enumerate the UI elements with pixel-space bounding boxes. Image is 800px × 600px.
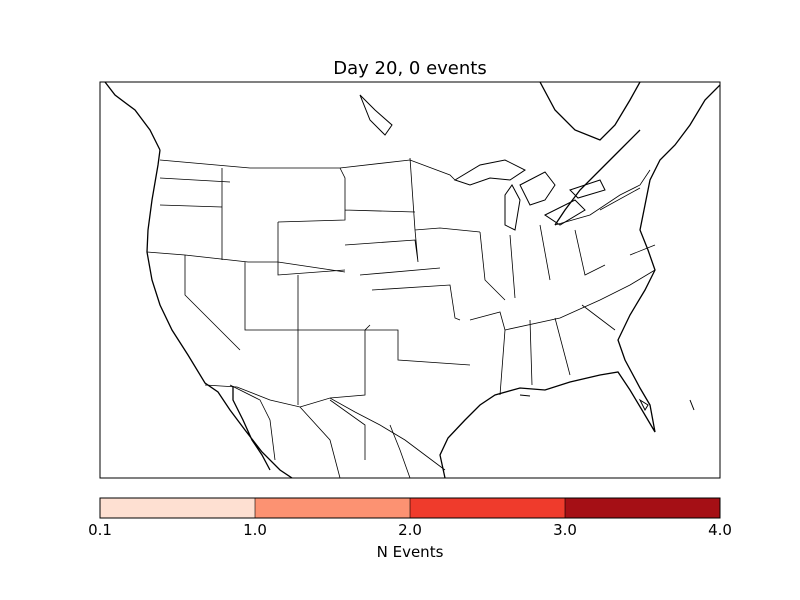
map-title: Day 20, 0 events (333, 58, 487, 79)
colorbar-tick-label: 4.0 (708, 521, 732, 539)
colorbar-bin (100, 498, 255, 518)
border-us-mexico (204, 384, 446, 471)
lakes (359, 94, 606, 231)
colorbar-tick-label: 1.0 (243, 521, 267, 539)
colorbar-tick-label: 3.0 (553, 521, 577, 539)
colorbar-tick-label: 0.1 (88, 521, 112, 539)
state-lines (146, 157, 656, 478)
colorbar-bin (565, 498, 720, 518)
islands (519, 394, 695, 412)
colorbar-bin (255, 498, 410, 518)
colorbar (99, 497, 721, 519)
colorbar-label: N Events (376, 543, 444, 561)
colorbar-bin (410, 498, 565, 518)
coastline (146, 84, 720, 478)
map-frame (99, 81, 721, 479)
border-canada-us (159, 159, 651, 226)
coastline-north (104, 82, 641, 226)
colorbar-tick-label: 2.0 (398, 521, 422, 539)
colorbar-frame (99, 497, 721, 519)
